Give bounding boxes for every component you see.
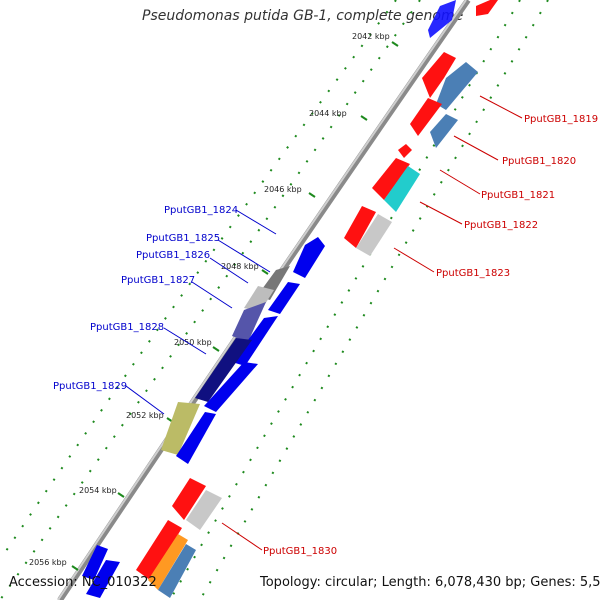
map-title: Pseudomonas putida GB-1, complete genome: [142, 8, 464, 24]
gene-arrow: [430, 114, 458, 148]
gene-arrow: [186, 490, 222, 530]
tick-label: 2042 kbp: [352, 32, 390, 41]
gene-arrow: [195, 338, 252, 402]
accession-label: Accession: NC_010322: [9, 575, 157, 590]
tick-label: 2052 kbp: [126, 411, 164, 420]
gene-arrow: [428, 0, 456, 38]
gene-arrow: [293, 237, 325, 278]
forward-genes: [82, 0, 456, 598]
gene-label-1827: PputGB1_1827: [121, 275, 195, 286]
tick-label: 2048 kbp: [221, 262, 259, 271]
gene-label-1830: PputGB1_1830: [263, 546, 337, 557]
gene-label-1829: PputGB1_1829: [53, 381, 127, 392]
gene-arrow: [161, 402, 200, 455]
tick-labels: 2042 kbp 2044 kbp 2046 kbp 2048 kbp 2050…: [29, 32, 390, 567]
gene-arrow: [158, 544, 196, 598]
gene-arrow: [148, 534, 188, 590]
gene-arrow: [172, 478, 206, 520]
gene-arrow: [82, 545, 108, 580]
gene-label-1824: PputGB1_1824: [164, 205, 238, 216]
gene-label-1828: PputGB1_1828: [90, 322, 164, 333]
tick-label: 2056 kbp: [29, 558, 67, 567]
gene-arrow: [422, 52, 456, 98]
gene-arrow: [476, 0, 498, 16]
tick-label: 2046 kbp: [264, 185, 302, 194]
gene-label-1822: PputGB1_1822: [464, 220, 538, 231]
leader-lines: [125, 95, 523, 551]
gene-label-1820: PputGB1_1820: [502, 156, 576, 167]
gene-label-1823: PputGB1_1823: [436, 268, 510, 279]
gene-arrow: [232, 302, 266, 342]
tick-label: 2050 kbp: [174, 338, 212, 347]
gene-arrow: [436, 62, 478, 110]
tick-label: 2054 kbp: [79, 486, 117, 495]
gene-arrow: [344, 206, 376, 248]
guide-lines: [0, 0, 549, 600]
gene-arrow: [384, 166, 420, 212]
tick-marks: [71, 41, 399, 571]
gene-label-1819: PputGB1_1819: [524, 114, 598, 125]
gene-arrow: [204, 362, 258, 412]
gene-label-1826: PputGB1_1826: [136, 250, 210, 261]
gene-arrow: [356, 214, 392, 256]
gene-label-1825: PputGB1_1825: [146, 233, 220, 244]
gene-arrow: [268, 282, 300, 314]
tick-label: 2044 kbp: [309, 109, 347, 118]
gene-arrow: [372, 158, 410, 200]
gene-arrow: [176, 412, 216, 464]
left-gene-labels: PputGB1_1824 PputGB1_1825 PputGB1_1826 P…: [53, 205, 238, 392]
gene-arrow: [232, 316, 278, 366]
topology-label: Topology: circular; Length: 6,078,430 bp…: [260, 575, 600, 590]
gene-arrow: [398, 144, 412, 158]
gene-label-1821: PputGB1_1821: [481, 190, 555, 201]
reverse-genes: [136, 0, 498, 598]
right-gene-labels: PputGB1_1819 PputGB1_1820 PputGB1_1821 P…: [263, 114, 598, 557]
gene-arrow: [410, 98, 442, 136]
gene-arrow: [136, 520, 182, 580]
gene-arrow: [244, 286, 274, 312]
gene-arrow: [86, 560, 120, 598]
